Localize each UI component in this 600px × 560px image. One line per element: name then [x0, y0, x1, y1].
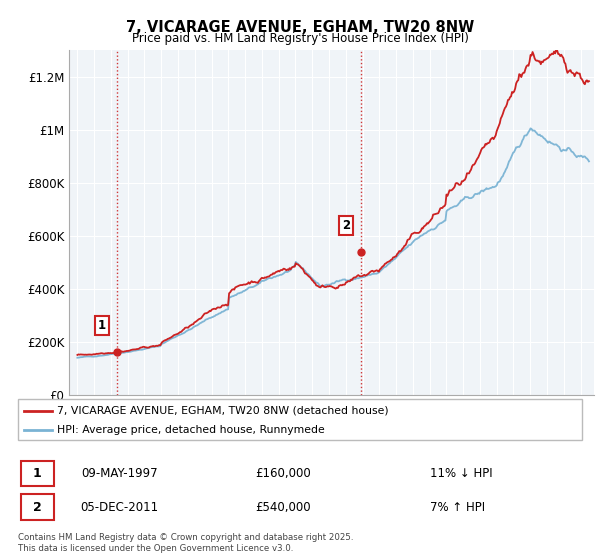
Text: 09-MAY-1997: 09-MAY-1997	[81, 467, 158, 480]
FancyBboxPatch shape	[18, 399, 582, 440]
Text: £540,000: £540,000	[255, 501, 311, 514]
Text: 05-DEC-2011: 05-DEC-2011	[80, 501, 158, 514]
Text: Price paid vs. HM Land Registry's House Price Index (HPI): Price paid vs. HM Land Registry's House …	[131, 32, 469, 45]
Text: 2: 2	[33, 501, 41, 514]
Text: Contains HM Land Registry data © Crown copyright and database right 2025.
This d: Contains HM Land Registry data © Crown c…	[18, 533, 353, 553]
Text: 1: 1	[33, 467, 41, 480]
Text: £160,000: £160,000	[255, 467, 311, 480]
Text: 2: 2	[342, 219, 350, 232]
FancyBboxPatch shape	[21, 494, 53, 520]
Text: 1: 1	[98, 319, 106, 333]
Text: 7, VICARAGE AVENUE, EGHAM, TW20 8NW (detached house): 7, VICARAGE AVENUE, EGHAM, TW20 8NW (det…	[58, 405, 389, 416]
Text: 11% ↓ HPI: 11% ↓ HPI	[430, 467, 493, 480]
Text: HPI: Average price, detached house, Runnymede: HPI: Average price, detached house, Runn…	[58, 424, 325, 435]
Text: 7% ↑ HPI: 7% ↑ HPI	[430, 501, 485, 514]
FancyBboxPatch shape	[21, 460, 53, 487]
Text: 7, VICARAGE AVENUE, EGHAM, TW20 8NW: 7, VICARAGE AVENUE, EGHAM, TW20 8NW	[126, 20, 474, 35]
